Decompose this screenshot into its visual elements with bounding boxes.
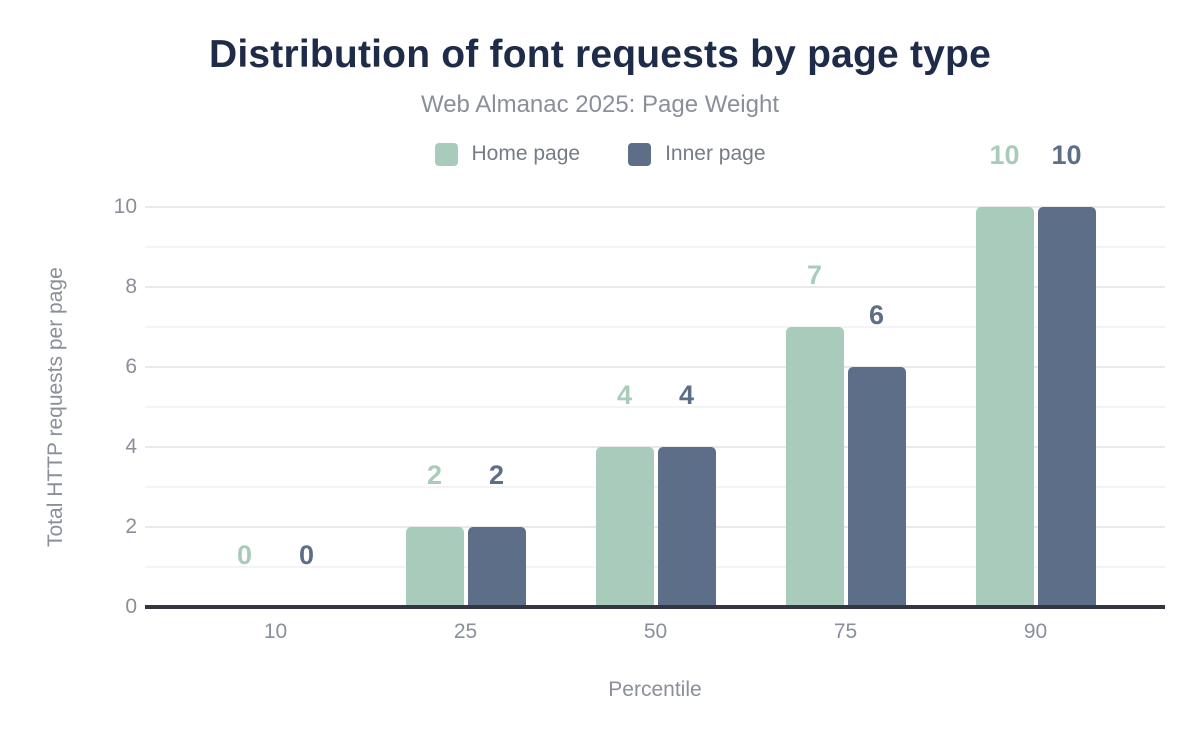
legend-item-home-page[interactable]: Home page — [434, 142, 581, 166]
bar-home-page-p50 — [595, 447, 654, 607]
x-axis-title: Percentile — [608, 678, 702, 701]
value-label-inner-page-p25: 2 — [488, 460, 505, 490]
bar-inner-page-p90 — [1037, 207, 1096, 607]
grid-line-y8 — [145, 286, 1165, 288]
y-tick-label: 10 — [113, 195, 137, 218]
y-tick-label: 0 — [125, 595, 137, 618]
grid-line-y3 — [145, 486, 1165, 488]
bar-inner-page-p75 — [847, 367, 906, 607]
value-label-home-page-p90: 10 — [989, 140, 1020, 170]
x-tick-label-p90: 90 — [1023, 620, 1048, 643]
x-axis-line — [145, 605, 1165, 609]
grid-line-y10 — [145, 206, 1165, 208]
x-tick-label-p75: 75 — [833, 620, 858, 643]
value-label-home-page-p25: 2 — [426, 460, 443, 490]
grid-line-y4 — [145, 446, 1165, 448]
grid-line-y7 — [145, 326, 1165, 328]
value-label-home-page-p75: 7 — [806, 260, 823, 290]
y-tick-label: 8 — [125, 275, 137, 298]
value-label-inner-page-p50: 4 — [678, 380, 695, 410]
value-label-home-page-p10: 0 — [236, 540, 253, 570]
grid-line-y9 — [145, 246, 1165, 248]
legend-item-inner-page[interactable]: Inner page — [628, 142, 766, 166]
value-label-inner-page-p10: 0 — [298, 540, 315, 570]
grid-line-y1 — [145, 566, 1165, 568]
bar-home-page-p75 — [785, 327, 844, 607]
chart-title: Distribution of font requests by page ty… — [209, 33, 991, 76]
legend-swatch-inner-page — [628, 142, 652, 166]
y-tick-label: 6 — [125, 355, 137, 378]
value-label-home-page-p50: 4 — [616, 380, 633, 410]
bar-inner-page-p25 — [467, 527, 526, 607]
grid-line-y2 — [145, 526, 1165, 528]
legend-swatch-home-page — [434, 142, 458, 166]
y-axis-ticks: 0 2 4 6 8 10 — [0, 196, 137, 618]
bar-inner-page-p50 — [657, 447, 716, 607]
bar-home-page-p90 — [975, 207, 1034, 607]
x-tick-label-p25: 25 — [453, 620, 478, 643]
legend-label: Home page — [471, 142, 581, 165]
legend: Home page Inner page — [0, 142, 1200, 166]
value-label-inner-page-p75: 6 — [868, 300, 885, 330]
x-axis-ticks: 10 25 50 75 90 — [145, 620, 1165, 650]
plot-area: 0 0 2 2 4 4 7 6 10 10 — [145, 140, 1165, 607]
y-tick-label: 2 — [125, 515, 137, 538]
legend-label: Inner page — [665, 142, 766, 165]
x-tick-label-p10: 10 — [263, 620, 288, 643]
bar-home-page-p25 — [405, 527, 464, 607]
grid-line-y6 — [145, 366, 1165, 368]
y-tick-label: 4 — [125, 435, 137, 458]
x-tick-label-p50: 50 — [643, 620, 668, 643]
value-label-inner-page-p90: 10 — [1051, 140, 1082, 170]
grid-line-y5 — [145, 406, 1165, 408]
chart-subtitle: Web Almanac 2025: Page Weight — [420, 91, 779, 118]
